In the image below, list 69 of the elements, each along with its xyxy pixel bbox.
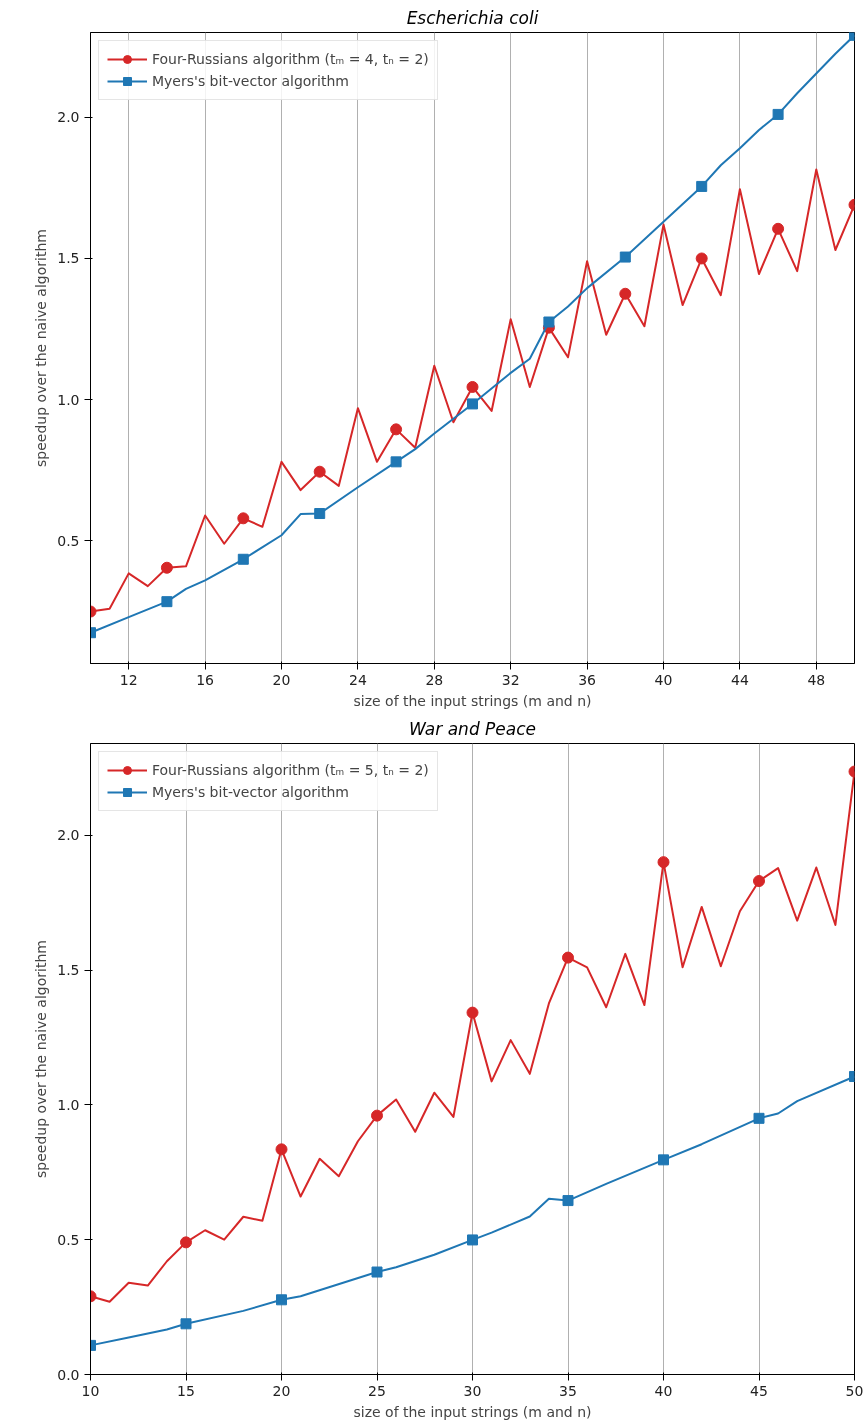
x-tick-label: 24 (348, 671, 367, 688)
point (562, 1195, 574, 1207)
x-tick-label: 45 (750, 1382, 768, 1399)
point (275, 1143, 288, 1156)
chart-title: Escherichia coli (406, 7, 539, 28)
legend-label: Myers's bit-vector algorithm (152, 73, 349, 89)
point (753, 1112, 765, 1124)
x-tick-label: 20 (272, 1382, 291, 1399)
point (180, 1236, 192, 1249)
x-tick-label: 30 (463, 1382, 482, 1399)
point (390, 456, 402, 468)
point (161, 596, 173, 608)
x-tick-label: 35 (559, 1382, 577, 1399)
x-tick-label: 12 (119, 671, 138, 688)
y-tick-label: 2.0 (57, 827, 80, 844)
point (619, 251, 631, 263)
x-tick-label: 32 (501, 671, 520, 688)
x-tick-label: 40 (654, 671, 673, 688)
x-tick-label: 44 (730, 671, 749, 688)
point (619, 287, 632, 300)
x-axis-title: size of the input strings (m and n) (353, 692, 592, 709)
point (237, 553, 249, 565)
point (695, 252, 708, 265)
point (772, 108, 784, 120)
x-tick-label: 28 (425, 671, 444, 688)
y-axis-title: speedup over the naive algorithm (33, 940, 50, 1178)
point (467, 1234, 478, 1246)
x-axis-title: size of the input strings (m and n) (353, 1403, 592, 1420)
x-tick-label: 15 (177, 1382, 195, 1399)
y-axis-title: speedup over the naive algorithm (33, 229, 50, 467)
point (466, 380, 479, 393)
y-tick-label: 0.5 (57, 1231, 80, 1248)
x-tick-label: 40 (654, 1382, 673, 1399)
x-tick-label: 36 (578, 671, 597, 688)
x-tick-label: 25 (368, 1382, 386, 1399)
y-tick-label: 1.5 (57, 250, 80, 267)
point (390, 423, 403, 436)
legend-label: Four-Russians algorithm (tₘ = 5, tₙ = 2) (152, 762, 429, 778)
point (543, 316, 555, 328)
point (753, 875, 765, 888)
point (237, 512, 250, 525)
chart-title: War and Peace (408, 718, 537, 739)
x-tick-label: 50 (845, 1382, 864, 1399)
y-tick-label: 0.5 (57, 532, 80, 549)
point (314, 508, 326, 520)
point (467, 398, 478, 410)
point (180, 1318, 192, 1330)
x-tick-label: 16 (196, 671, 215, 688)
point (313, 465, 326, 478)
y-tick-label: 1.0 (57, 391, 80, 408)
point (772, 222, 785, 235)
legend-label: Four-Russians algorithm (tₘ = 4, tₙ = 2) (152, 51, 429, 67)
point (657, 856, 670, 869)
x-tick-label: 10 (81, 1382, 100, 1399)
y-tick-label: 1.5 (57, 962, 80, 979)
point (466, 1006, 479, 1019)
y-tick-label: 2.0 (57, 109, 80, 126)
point (658, 1154, 669, 1166)
point (371, 1109, 383, 1122)
y-tick-label: 0.0 (57, 1366, 80, 1383)
x-tick-label: 20 (272, 671, 291, 688)
legend-label: Myers's bit-vector algorithm (152, 784, 349, 800)
y-tick-label: 1.0 (57, 1096, 80, 1113)
x-tick-label: 48 (807, 671, 826, 688)
point (160, 561, 173, 574)
point (371, 1266, 383, 1278)
point (276, 1294, 287, 1306)
point (562, 951, 574, 964)
point (696, 180, 708, 192)
